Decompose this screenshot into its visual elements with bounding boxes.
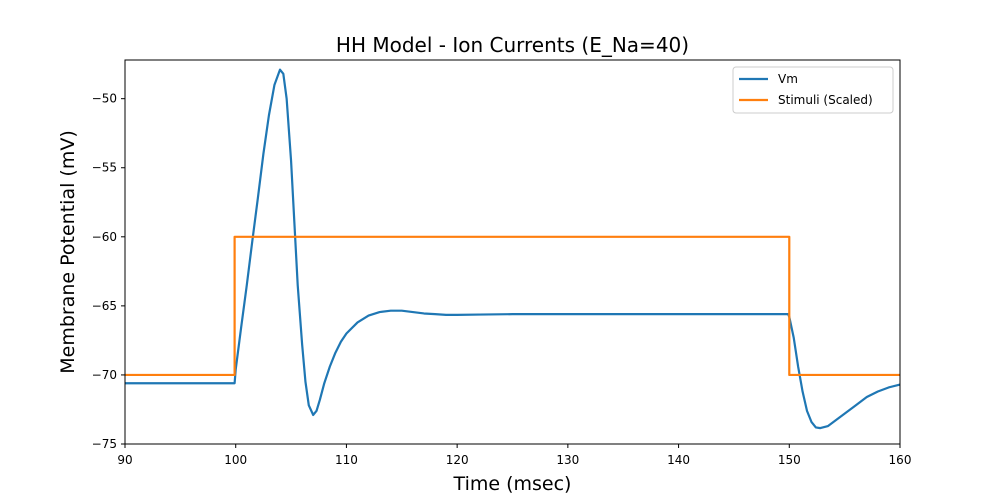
plot-frame xyxy=(124,59,901,445)
legend: Vm Stimuli (Scaled) xyxy=(732,66,894,114)
legend-box xyxy=(732,66,894,114)
x-tick-label: 150 xyxy=(778,453,801,467)
y-tick-label: −70 xyxy=(92,368,117,382)
x-tick-label: 130 xyxy=(556,453,579,467)
y-ticks: −75 −70 −65 −60 −55 −50 xyxy=(92,92,125,451)
y-tick-label: −50 xyxy=(92,92,117,106)
x-tick-label: 140 xyxy=(667,453,690,467)
x-tick-label: 120 xyxy=(446,453,469,467)
y-tick-label: −75 xyxy=(92,437,117,451)
x-tick-label: 100 xyxy=(224,453,247,467)
x-axis-label: Time (msec) xyxy=(453,473,572,495)
x-ticks: 90 100 110 120 130 140 150 160 xyxy=(117,444,911,467)
series-line-stimuli xyxy=(125,235,900,377)
plot-background xyxy=(125,60,900,444)
legend-label-vm: Vm xyxy=(778,72,798,86)
chart-title: HH Model - Ion Currents (E_Na=40) xyxy=(336,33,689,57)
y-tick-label: −55 xyxy=(92,161,117,175)
y-tick-label: −60 xyxy=(92,230,117,244)
x-tick-label: 160 xyxy=(889,453,912,467)
x-tick-label: 110 xyxy=(335,453,358,467)
x-tick-label: 90 xyxy=(117,453,132,467)
y-axis-label: Membrane Potential (mV) xyxy=(57,130,79,373)
legend-label-stimuli: Stimuli (Scaled) xyxy=(778,93,873,107)
series-line-vm xyxy=(125,68,901,430)
series-layer xyxy=(125,68,901,430)
y-tick-label: −65 xyxy=(92,299,117,313)
